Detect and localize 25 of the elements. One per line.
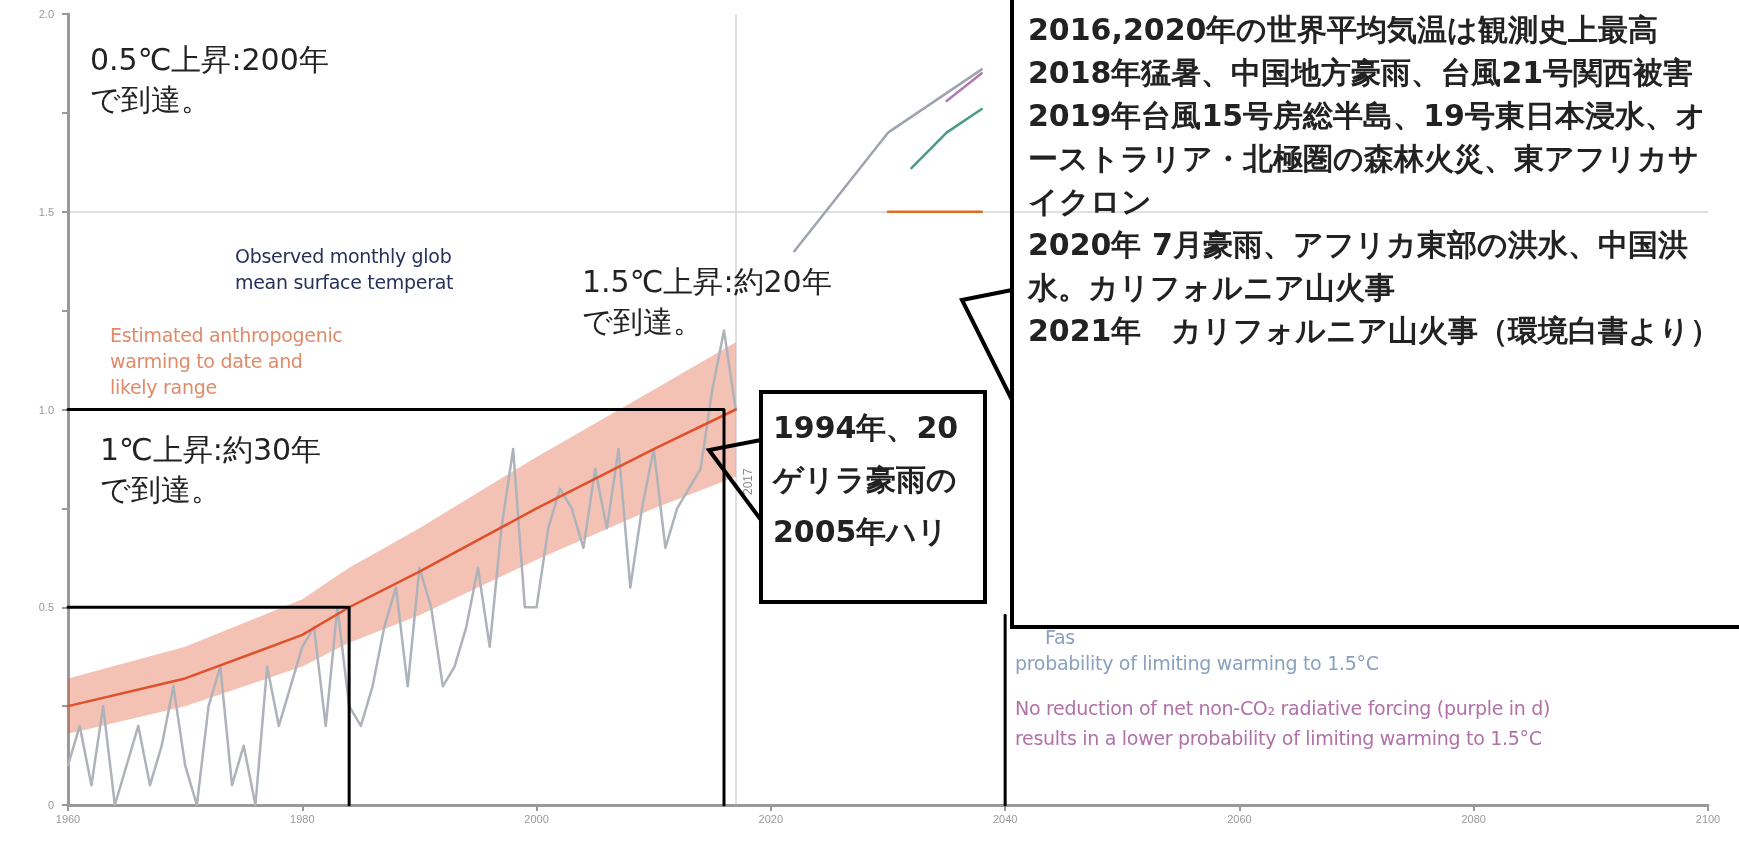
y-tick-label: 0.5 bbox=[38, 601, 54, 614]
x-tick-label: 2020 bbox=[758, 812, 784, 825]
annotation: 1℃上昇:約30年で到達。 bbox=[100, 431, 323, 509]
annotation: probability of limiting warming to 1.5°C bbox=[1015, 652, 1379, 674]
annotation: Estimated anthropogenic warming to date and likely range bbox=[110, 323, 343, 400]
x-tick-label: 2040 bbox=[992, 812, 1018, 825]
y-tick-label: 0 bbox=[47, 799, 54, 811]
line-series bbox=[66, 408, 737, 708]
x-tick-label: 2000 bbox=[524, 812, 549, 825]
y-tick-label: 2.0 bbox=[38, 8, 54, 20]
annotation: 1994年、20 ゲリラ豪雨の 2005年ハリ bbox=[759, 390, 987, 604]
annotation: 0.5℃上昇:200年で到達。 bbox=[90, 41, 330, 119]
annotation: No reduction of net non-CO₂ radiative forcing (purple in d) results in a lower probability of limiting warming to 1.5°C bbox=[1015, 696, 1551, 751]
annotation: 1.5℃上昇:約20年で到達。 bbox=[582, 263, 833, 341]
annotation: 2016,2020年の世界平均気温は観測史上最高 2018年猛暑、中国地方豪雨、台風21号関西被害 2019年台風15号房総半島、19号東日本浸水、オーストラリア・北極圏の森林火災、東アフリカサイクロン 2020年 7月豪雨、アフリカ東部の洪水、中国洪水。カリフォルニア山火事 2021年 カリフォルニア山火事（環境白書より） bbox=[1028, 12, 1721, 348]
annotation: Observed monthly glob mean surface temperat bbox=[235, 244, 454, 295]
ref-line-label: 2017 bbox=[740, 467, 755, 495]
x-tick-label: 2100 bbox=[1695, 812, 1721, 825]
x-tick-label: 2060 bbox=[1227, 812, 1252, 825]
y-tick-label: 1.0 bbox=[38, 403, 54, 416]
x-tick-label: 1960 bbox=[55, 812, 81, 825]
annotation: Fas bbox=[1045, 626, 1075, 648]
y-tick-label: 1.5 bbox=[38, 205, 54, 218]
x-tick-label: 1980 bbox=[290, 812, 315, 825]
x-tick-label: 2080 bbox=[1461, 812, 1486, 825]
